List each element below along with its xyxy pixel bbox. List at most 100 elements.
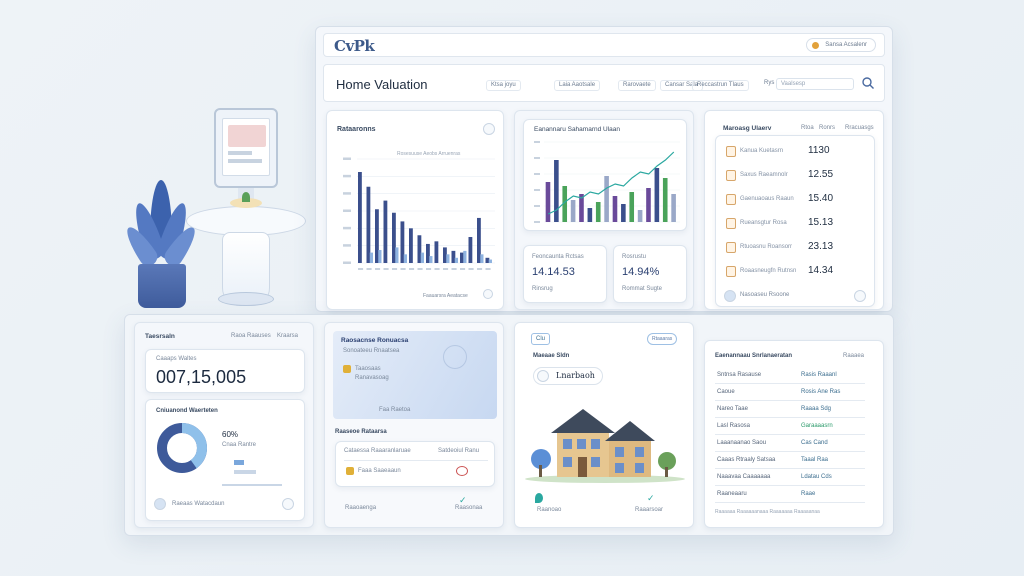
stat-left-foot: Rinsrug [532, 286, 553, 292]
bar [570, 200, 576, 222]
x-tick [383, 268, 389, 270]
nav-item-3[interactable]: Rarovaete [618, 80, 656, 91]
list-item-value: 1130 [808, 145, 830, 156]
bar [468, 237, 473, 263]
refresh-icon[interactable] [483, 123, 495, 135]
bar-chart-subtitle: Rosesuuse Aeobs Arruenras [397, 151, 461, 157]
listing-footer: Nasoaseu Rsoone [740, 292, 790, 298]
bar [443, 247, 447, 263]
bar [646, 188, 651, 222]
page-title: Home Valuation [336, 77, 428, 92]
bar [369, 252, 373, 263]
nav-item-2[interactable]: Laia Aaotsale [554, 80, 601, 91]
page-header: Home Valuation Ktsa joyu Laia Aaotsale R… [323, 64, 885, 102]
search-input[interactable]: Vaalsesp [776, 78, 854, 90]
summary-footer: Raeaas Watacdaun [172, 501, 225, 507]
stat-right-foot: Rommat Sugte [622, 286, 663, 292]
bar [662, 178, 668, 222]
property-address: Lnarbaoh [556, 371, 595, 380]
chevron-down-icon[interactable] [483, 289, 493, 299]
bar [454, 257, 458, 263]
bar [488, 259, 492, 263]
bar [554, 160, 559, 222]
search-label: Rys [764, 80, 775, 86]
stat-card-left: Feoncaunta Rctsas 14.14.53 Rinsrug [523, 245, 607, 303]
x-tick [468, 268, 474, 270]
bar-chart-footer: Faauarsra Aeatacse [423, 293, 468, 299]
summary-tab-2[interactable]: Kraarsa [277, 333, 299, 339]
y-tick [534, 221, 540, 223]
bar [637, 210, 643, 222]
x-tick [485, 268, 491, 270]
bar [392, 212, 396, 263]
stat-left-label: Feoncaunta Rctsas [532, 254, 584, 260]
stat-left-value: 14.14.53 [532, 266, 575, 278]
search-icon[interactable] [861, 76, 875, 90]
x-tick [451, 268, 457, 270]
promo-foot-left[interactable]: Raaoaenga [345, 505, 377, 511]
table-row: Sntnsa Rasause Rasis Raaanl [715, 367, 865, 384]
property-foot-right[interactable]: Raaarsoar [635, 507, 664, 513]
top-bar: CvPk Sansa Acsalenr [323, 33, 885, 57]
nav-item-4[interactable]: Cansar Sala [660, 80, 704, 91]
stat-card-right: Rosrustu 14.94% Rommat Sugte [613, 245, 687, 303]
y-tick [343, 226, 351, 230]
address-field[interactable]: Lnarbaoh [533, 367, 603, 385]
bar [485, 257, 490, 263]
y-tick [534, 173, 540, 175]
bar [621, 204, 626, 222]
list-item-label: Rtuoasnu Roansorr [740, 244, 793, 250]
bar-chart [343, 157, 495, 270]
x-tick [358, 268, 364, 270]
bar [409, 228, 413, 263]
summary-tab-1[interactable]: Raoa Raauses [231, 333, 271, 339]
table-row: Naaavaa Caaaaaaa Ldatau Cds [715, 469, 865, 486]
location-icon [537, 370, 549, 382]
list-item[interactable]: Kanua Kuetasrn 1130 [726, 144, 866, 162]
details-card: Eaenannaau Snrlanaeratan Raaaea Sntnsa R… [704, 340, 884, 528]
property-foot-left[interactable]: Raanoao [537, 507, 562, 513]
document-icon [726, 170, 736, 181]
listing-title: Maroasg Ulaerv [723, 125, 772, 132]
bar [587, 208, 593, 222]
x-tick [443, 268, 449, 270]
account-button[interactable]: Sansa Acsalenr [806, 38, 876, 52]
document-icon [726, 218, 736, 229]
x-tick [460, 268, 466, 270]
list-item[interactable]: Gaenuaoaus Raaun 15.40 [726, 192, 866, 210]
listing-tab-1[interactable]: Rtoa [801, 125, 814, 131]
listing-tab-3[interactable]: Rracuasgs [845, 125, 874, 131]
list-item[interactable]: Saxus Raeamnolr 12.55 [726, 168, 866, 186]
promo-row1b: Satdeoiul Ranu [438, 448, 480, 454]
list-item[interactable]: Rueansgtur Rosa 15.13 [726, 216, 866, 234]
document-icon [726, 242, 736, 253]
details-action[interactable]: Raaaea [843, 353, 865, 359]
list-item[interactable]: Roaasneugfn Rutnsn 14.34 [726, 264, 866, 282]
badge-icon [346, 467, 354, 475]
app-logo[interactable]: CvPk [334, 37, 375, 55]
bar [446, 254, 450, 263]
promo-foot-right[interactable]: Raasonaa [455, 505, 483, 511]
nav-item-1[interactable]: Ktsa joyu [486, 80, 521, 91]
toggle-icon[interactable] [456, 466, 468, 476]
promo-row1: Cataessa Raaaranlaruae [344, 448, 411, 454]
arrow-icon[interactable] [854, 290, 866, 302]
bar [400, 221, 405, 263]
estimated-value: 007,15,005 [156, 367, 247, 387]
property-pill[interactable]: Rtaaaras [647, 333, 678, 345]
user-icon [724, 290, 736, 302]
property-tag[interactable]: Clu [531, 333, 551, 345]
x-tick [400, 268, 406, 270]
bar [480, 254, 484, 263]
bar [460, 252, 464, 263]
arrow-icon[interactable] [282, 498, 294, 510]
bar [612, 196, 618, 222]
decor-shape [443, 345, 467, 369]
summary-card: Taesrsaln Raoa Raauses Kraarsa Caaaps Wa… [134, 322, 314, 528]
listing-tab-2[interactable]: Ronrs [819, 125, 836, 131]
nav-item-5[interactable]: Reccastrun Tlaus [692, 80, 749, 91]
y-tick [534, 189, 540, 191]
promo-subtitle: Sonoateeu Rnaatsea [343, 348, 400, 354]
bar [395, 247, 399, 263]
list-item[interactable]: Rtuoasnu Roansorr 23.13 [726, 240, 866, 258]
